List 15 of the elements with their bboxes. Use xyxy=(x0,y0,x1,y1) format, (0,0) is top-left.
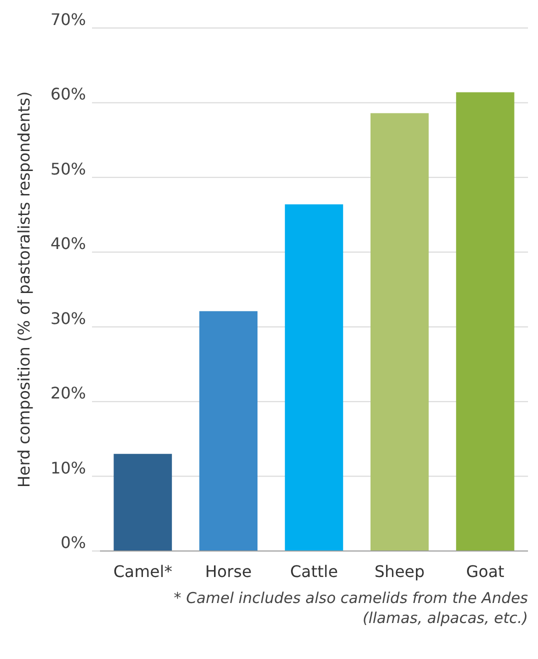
y-tick-label: 30% xyxy=(50,308,86,328)
x-tick-label: Camel* xyxy=(113,562,172,581)
x-tick-label: Horse xyxy=(205,562,252,581)
y-tick-label: 40% xyxy=(50,234,86,254)
x-tick-label: Goat xyxy=(466,562,504,581)
y-tick-label: 10% xyxy=(50,458,86,478)
y-tick-label: 70% xyxy=(50,10,86,29)
y-tick-label: 0% xyxy=(60,533,86,552)
y-tick-label: 60% xyxy=(50,84,86,104)
x-tick-label: Sheep xyxy=(374,562,425,581)
text: * Camel includes also camelids from the Andes (llamas, alpacas, etc.) xyxy=(174,589,528,627)
y-tick-label: 50% xyxy=(50,159,86,178)
x-tick-label: Cattle xyxy=(290,562,338,581)
y-tick-label: 20% xyxy=(50,384,86,403)
y-axis-title: Herd composition (% of pastoralists respondents) xyxy=(14,91,34,488)
